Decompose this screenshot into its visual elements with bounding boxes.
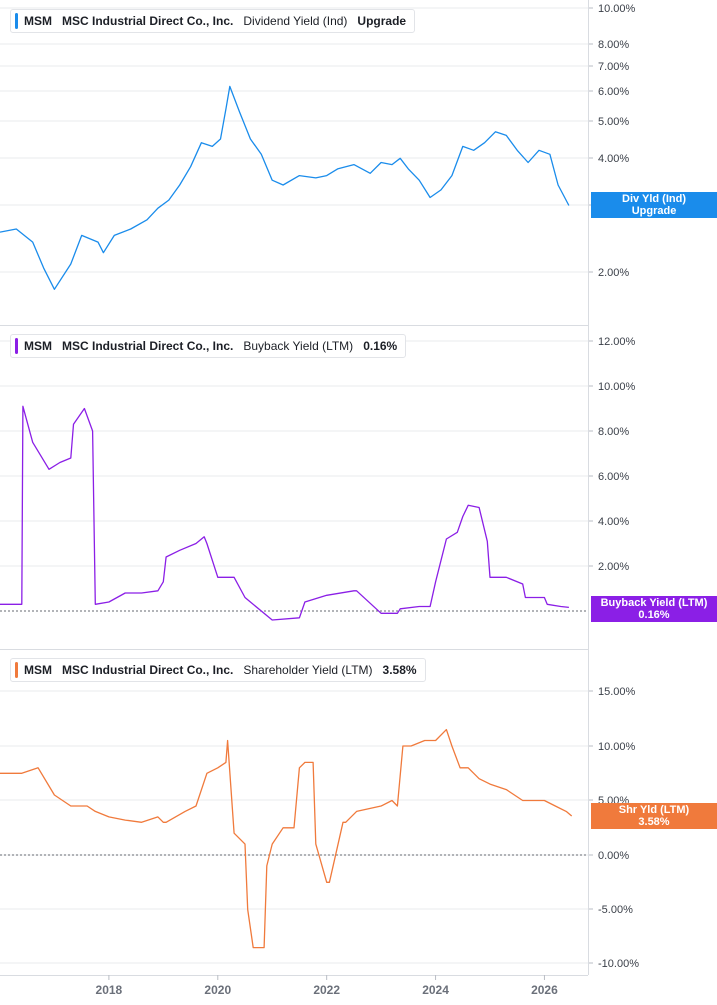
legend-buyback: MSM MSC Industrial Direct Co., Inc. Buyb… [10,334,407,358]
value-flag-dividend: Div Yld (Ind) Upgrade [591,192,717,218]
legend-ticker: MSM [24,663,52,677]
flag-value[interactable]: Upgrade [631,205,677,217]
y-tick-label: 8.00% [598,426,629,438]
legend-company: MSC Industrial Direct Co., Inc. [62,663,234,677]
x-tick-label: 2026 [531,983,558,997]
y-tick-label: 10.00% [598,381,636,393]
y-tick-label: 4.00% [598,153,629,165]
legend-metric: Dividend Yield (Ind) [243,14,348,28]
legend-dividend: MSM MSC Industrial Direct Co., Inc. Divi… [10,9,416,33]
panel-separator [0,325,588,326]
y-tick-label: 7.00% [598,61,629,73]
legend-value: 3.58% [382,663,417,677]
legend-value: 0.16% [363,339,398,353]
legend-metric: Buyback Yield (LTM) [243,339,354,353]
legend-value[interactable]: Upgrade [357,14,407,28]
y-tick-label: 4.00% [598,516,629,528]
legend-company: MSC Industrial Direct Co., Inc. [62,14,234,28]
y-tick-label: 10.00% [598,3,636,15]
legend-swatch [15,13,18,29]
y-tick-label: 6.00% [598,471,629,483]
y-tick-label: -5.00% [598,904,633,916]
y-tick-label: 0.00% [598,850,629,862]
flag-label: Shr Yld (LTM) [618,804,690,816]
legend-ticker: MSM [24,14,52,28]
x-tick-label: 2018 [96,983,123,997]
legend-ticker: MSM [24,339,52,353]
flag-value: 0.16% [638,609,670,621]
legend-swatch [15,338,18,354]
y-tick-label: 15.00% [598,686,636,698]
y-tick-label: 5.00% [598,116,629,128]
y-tick-label: -10.00% [598,958,639,970]
x-tick-label: 2020 [204,983,231,997]
legend-company: MSC Industrial Direct Co., Inc. [62,339,234,353]
legend-swatch [15,662,18,678]
flag-label: Buyback Yield (LTM) [600,597,708,609]
series-line [0,728,573,949]
series-line [0,85,570,290]
x-tick-label: 2022 [313,983,340,997]
value-flag-buyback: Buyback Yield (LTM) 0.16% [591,596,717,622]
y-tick-label: 2.00% [598,561,629,573]
y-tick-label: 2.00% [598,267,629,279]
x-tick-label: 2024 [422,983,449,997]
y-tick-label: 10.00% [598,741,636,753]
panel-separator [0,649,588,650]
y-tick-label: 6.00% [598,86,629,98]
legend-metric: Shareholder Yield (LTM) [243,663,373,677]
flag-value: 3.58% [638,816,670,828]
y-tick-label: 8.00% [598,39,629,51]
series-line [0,405,569,621]
flag-label: Div Yld (Ind) [622,193,686,205]
value-flag-shareholder: Shr Yld (LTM) 3.58% [591,803,717,829]
y-tick-label: 12.00% [598,336,636,348]
legend-shareholder: MSM MSC Industrial Direct Co., Inc. Shar… [10,658,426,682]
